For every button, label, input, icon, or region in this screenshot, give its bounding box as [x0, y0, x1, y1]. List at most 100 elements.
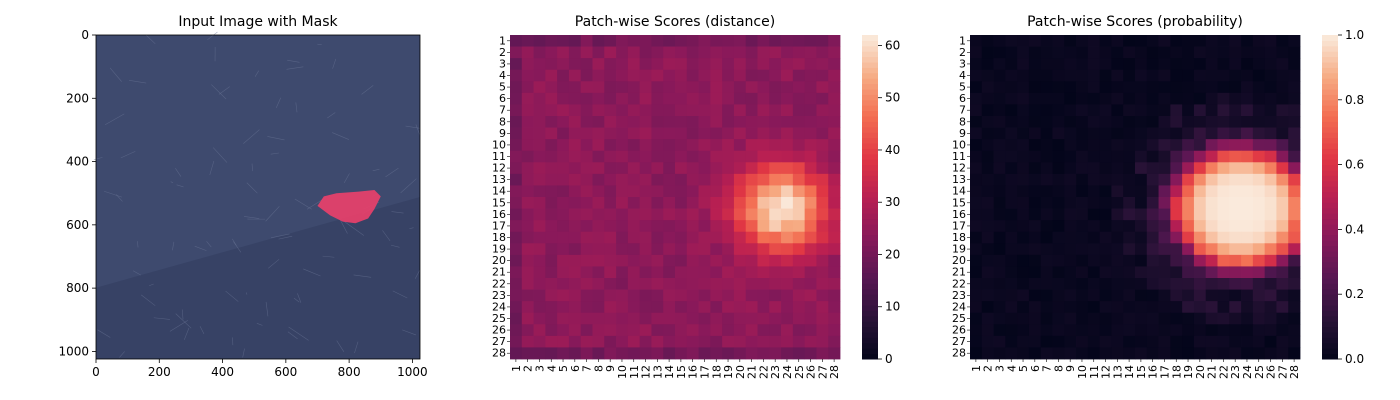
heatmap-cell — [1241, 69, 1254, 82]
heatmap-cell — [545, 301, 558, 314]
col-label: 19 — [1182, 365, 1195, 379]
heatmap-cell — [580, 278, 593, 290]
heatmap-cell — [1052, 46, 1065, 59]
heatmap-cell — [1040, 185, 1053, 198]
distance-heatmap-cells — [510, 35, 841, 360]
heatmap-cell — [1252, 254, 1266, 267]
heatmap-cell — [533, 278, 546, 290]
heatmap-cell — [745, 208, 758, 221]
heatmap-cell — [1182, 35, 1195, 47]
heatmap-cell — [733, 35, 747, 47]
heatmap-cell — [651, 266, 664, 279]
heatmap-cell — [722, 266, 735, 279]
heatmap-cell — [1028, 35, 1042, 47]
heatmap-cell — [698, 266, 711, 279]
heatmap-cell — [733, 127, 747, 140]
col-label: 1 — [510, 365, 523, 372]
colorbar-segment — [1322, 51, 1338, 58]
heatmap-cell — [1028, 150, 1042, 163]
heatmap-cell — [1229, 254, 1242, 267]
colorbar-segment — [1322, 186, 1338, 193]
heatmap-cell — [1217, 46, 1230, 59]
heatmap-cell — [816, 173, 829, 186]
heatmap-cell — [1276, 324, 1289, 337]
heatmap-cell — [769, 162, 782, 175]
heatmap-cell — [1252, 173, 1266, 186]
heatmap-cell — [722, 254, 735, 267]
heatmap-cell — [627, 266, 641, 279]
heatmap-cell — [675, 335, 688, 348]
colorbar-tick-label: 0.0 — [1345, 352, 1364, 366]
heatmap-cell — [1205, 208, 1218, 221]
heatmap-cell — [1182, 185, 1195, 198]
heatmap-cell — [804, 243, 817, 256]
heatmap-cell — [1146, 150, 1159, 163]
heatmap-cell — [804, 347, 817, 360]
heatmap-cell — [533, 104, 546, 117]
heatmap-cell — [769, 173, 782, 186]
heatmap-cell — [1241, 301, 1254, 314]
heatmap-cell — [1205, 220, 1218, 233]
heatmap-cell — [1087, 150, 1101, 163]
heatmap-cell — [710, 231, 723, 244]
colorbar-tick-label: 0.2 — [1345, 287, 1364, 301]
heatmap-cell — [1099, 208, 1112, 221]
colorbar-segment — [862, 170, 878, 176]
heatmap-cell — [1123, 266, 1136, 279]
heatmap-cell — [1017, 347, 1030, 360]
heatmap-cell — [639, 127, 652, 140]
heatmap-cell — [769, 197, 782, 209]
heatmap-cell — [1087, 139, 1101, 152]
heatmap-cell — [686, 69, 699, 82]
heatmap-cell — [1264, 173, 1277, 186]
heatmap-cell — [1123, 231, 1136, 244]
heatmap-cell — [1288, 208, 1301, 221]
heatmap-cell — [1205, 324, 1218, 337]
heatmap-cell — [521, 289, 534, 302]
heatmap-cell — [981, 58, 994, 71]
heatmap-cell — [592, 278, 605, 290]
heatmap-cell — [769, 69, 782, 82]
heatmap-cell — [604, 301, 617, 314]
row-label: 7 — [959, 104, 966, 117]
distance-row-labels: 1234567891011121314151617181920212223242… — [492, 34, 510, 360]
heatmap-cell — [769, 150, 782, 163]
texture-line — [225, 290, 239, 302]
heatmap-cell — [1017, 139, 1030, 152]
heatmap-cell — [1276, 116, 1289, 128]
heatmap-cell — [757, 58, 770, 71]
heatmap-cell — [616, 347, 629, 360]
row-label: 15 — [492, 196, 506, 209]
heatmap-cell — [745, 116, 758, 128]
heatmap-cell — [1193, 289, 1207, 302]
row-label: 5 — [959, 81, 966, 94]
col-label: 3 — [533, 365, 546, 372]
colorbar-segment — [862, 72, 878, 79]
heatmap-cell — [1158, 254, 1171, 267]
heatmap-cell — [568, 104, 582, 117]
heatmap-cell — [521, 139, 534, 152]
heatmap-cell — [1229, 208, 1242, 221]
heatmap-cell — [580, 243, 593, 256]
heatmap-cell — [1205, 46, 1218, 59]
heatmap-cell — [733, 220, 747, 233]
heatmap-cell — [1264, 139, 1277, 152]
heatmap-cell — [816, 231, 829, 244]
heatmap-cell — [769, 266, 782, 279]
colorbar-tick-label: 10 — [885, 300, 900, 314]
heatmap-cell — [1064, 266, 1077, 279]
heatmap-cell — [545, 127, 558, 140]
heatmap-cell — [757, 116, 770, 128]
col-label: 8 — [592, 365, 605, 372]
heatmap-cell — [722, 335, 735, 348]
heatmap-cell — [1087, 289, 1101, 302]
colorbar-segment — [1322, 45, 1338, 52]
heatmap-cell — [981, 139, 994, 152]
colorbar-segment — [1322, 332, 1338, 338]
texture-line — [270, 152, 279, 155]
heatmap-cell — [1193, 197, 1207, 209]
heatmap-cell — [521, 220, 534, 233]
heatmap-cell — [1076, 243, 1089, 256]
heatmap-cell — [616, 92, 629, 105]
heatmap-cell — [792, 81, 806, 94]
